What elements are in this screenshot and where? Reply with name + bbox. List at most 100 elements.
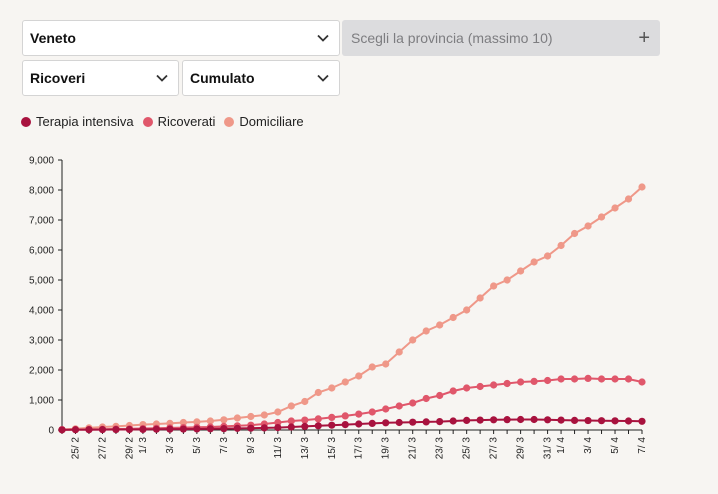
data-point[interactable]	[557, 242, 564, 249]
data-point[interactable]	[571, 417, 578, 424]
data-point[interactable]	[355, 420, 362, 427]
data-point[interactable]	[180, 426, 187, 433]
data-point[interactable]	[504, 276, 511, 283]
data-point[interactable]	[247, 413, 254, 420]
data-point[interactable]	[611, 417, 618, 424]
data-point[interactable]	[517, 378, 524, 385]
data-point[interactable]	[342, 412, 349, 419]
data-point[interactable]	[274, 424, 281, 431]
data-point[interactable]	[301, 417, 308, 424]
data-point[interactable]	[557, 417, 564, 424]
data-point[interactable]	[328, 384, 335, 391]
data-point[interactable]	[584, 375, 591, 382]
data-point[interactable]	[274, 408, 281, 415]
data-point[interactable]	[625, 195, 632, 202]
data-point[interactable]	[436, 321, 443, 328]
data-point[interactable]	[450, 387, 457, 394]
data-point[interactable]	[638, 378, 645, 385]
data-point[interactable]	[355, 411, 362, 418]
data-point[interactable]	[220, 425, 227, 432]
data-point[interactable]	[530, 416, 537, 423]
data-point[interactable]	[517, 416, 524, 423]
data-point[interactable]	[544, 377, 551, 384]
data-point[interactable]	[463, 306, 470, 313]
data-point[interactable]	[396, 402, 403, 409]
data-point[interactable]	[369, 420, 376, 427]
data-point[interactable]	[153, 426, 160, 433]
data-point[interactable]	[72, 426, 79, 433]
data-point[interactable]	[382, 419, 389, 426]
data-point[interactable]	[584, 222, 591, 229]
data-point[interactable]	[436, 418, 443, 425]
data-point[interactable]	[504, 416, 511, 423]
data-point[interactable]	[436, 392, 443, 399]
data-point[interactable]	[207, 425, 214, 432]
data-point[interactable]	[355, 372, 362, 379]
data-point[interactable]	[369, 408, 376, 415]
data-point[interactable]	[234, 414, 241, 421]
data-point[interactable]	[247, 425, 254, 432]
data-point[interactable]	[598, 417, 605, 424]
data-point[interactable]	[463, 417, 470, 424]
data-point[interactable]	[166, 426, 173, 433]
data-point[interactable]	[342, 378, 349, 385]
data-point[interactable]	[490, 282, 497, 289]
data-point[interactable]	[328, 414, 335, 421]
data-point[interactable]	[369, 363, 376, 370]
data-point[interactable]	[99, 426, 106, 433]
data-point[interactable]	[193, 425, 200, 432]
data-point[interactable]	[261, 411, 268, 418]
data-point[interactable]	[234, 425, 241, 432]
data-point[interactable]	[328, 422, 335, 429]
data-point[interactable]	[638, 418, 645, 425]
data-point[interactable]	[396, 348, 403, 355]
data-point[interactable]	[530, 378, 537, 385]
data-point[interactable]	[517, 267, 524, 274]
data-point[interactable]	[557, 375, 564, 382]
data-point[interactable]	[490, 416, 497, 423]
data-point[interactable]	[598, 375, 605, 382]
data-point[interactable]	[463, 384, 470, 391]
data-point[interactable]	[638, 183, 645, 190]
data-point[interactable]	[544, 416, 551, 423]
data-point[interactable]	[625, 375, 632, 382]
data-point[interactable]	[625, 417, 632, 424]
data-point[interactable]	[571, 230, 578, 237]
data-point[interactable]	[450, 314, 457, 321]
data-point[interactable]	[288, 402, 295, 409]
data-point[interactable]	[477, 294, 484, 301]
data-point[interactable]	[423, 327, 430, 334]
data-point[interactable]	[382, 405, 389, 412]
data-point[interactable]	[315, 415, 322, 422]
data-point[interactable]	[477, 417, 484, 424]
data-point[interactable]	[611, 375, 618, 382]
data-point[interactable]	[571, 375, 578, 382]
data-point[interactable]	[409, 399, 416, 406]
data-point[interactable]	[450, 417, 457, 424]
data-point[interactable]	[112, 426, 119, 433]
data-point[interactable]	[382, 360, 389, 367]
data-point[interactable]	[423, 418, 430, 425]
data-point[interactable]	[85, 426, 92, 433]
data-point[interactable]	[315, 389, 322, 396]
data-point[interactable]	[584, 417, 591, 424]
data-point[interactable]	[490, 381, 497, 388]
data-point[interactable]	[598, 213, 605, 220]
data-point[interactable]	[409, 419, 416, 426]
data-point[interactable]	[301, 423, 308, 430]
data-point[interactable]	[396, 419, 403, 426]
data-point[interactable]	[504, 380, 511, 387]
data-point[interactable]	[288, 423, 295, 430]
data-point[interactable]	[530, 258, 537, 265]
data-point[interactable]	[409, 336, 416, 343]
data-point[interactable]	[423, 395, 430, 402]
data-point[interactable]	[544, 252, 551, 259]
data-point[interactable]	[342, 421, 349, 428]
data-point[interactable]	[301, 398, 308, 405]
data-point[interactable]	[220, 416, 227, 423]
data-point[interactable]	[477, 383, 484, 390]
data-point[interactable]	[261, 424, 268, 431]
data-point[interactable]	[315, 422, 322, 429]
data-point[interactable]	[139, 426, 146, 433]
data-point[interactable]	[58, 426, 65, 433]
